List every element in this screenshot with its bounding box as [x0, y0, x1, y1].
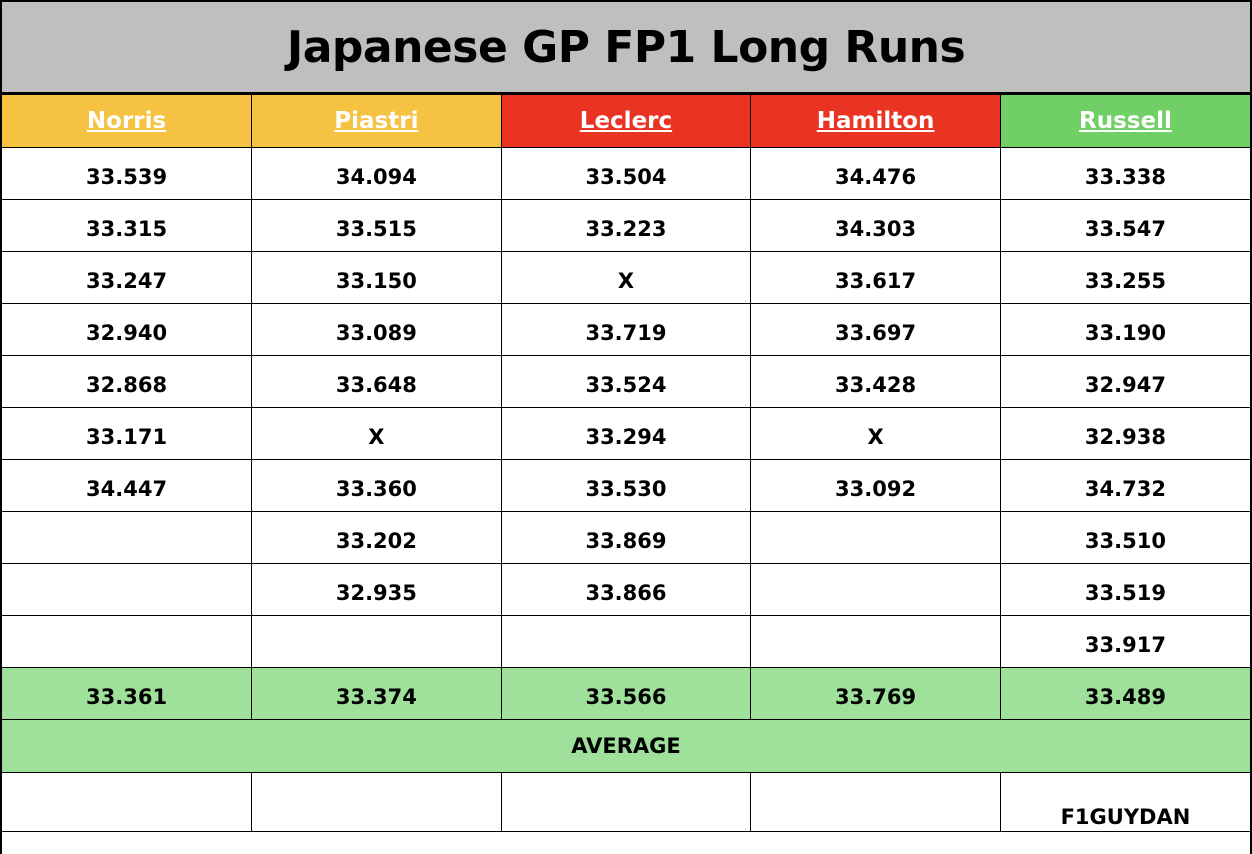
lap-time-cell: 34.447: [2, 459, 253, 512]
lap-time-cell: 32.868: [2, 355, 253, 408]
title-bar: Japanese GP FP1 Long Runs: [2, 2, 1250, 94]
lap-time-cell: 33.338: [999, 147, 1250, 200]
footer-row: F1GUYDAN: [2, 772, 1250, 832]
average-cell: 33.566: [500, 667, 752, 720]
lap-time-cell: 33.428: [750, 355, 1001, 408]
driver-header-norris: Norris: [2, 94, 253, 148]
driver-header-leclerc: Leclerc: [500, 94, 752, 148]
table-row: 33.315 33.515 33.223 34.303 33.547: [2, 199, 1250, 252]
driver-header-russell: Russell: [999, 94, 1250, 148]
lap-time-cell: 33.223: [500, 199, 752, 252]
table-row: 33.171 X 33.294 X 32.938: [2, 407, 1250, 460]
footer-cell: [251, 772, 502, 832]
lap-time-cell: 33.917: [999, 615, 1250, 668]
lap-time-cell: 33.247: [2, 251, 253, 304]
page-title: Japanese GP FP1 Long Runs: [286, 21, 966, 73]
lap-time-cell: 33.697: [750, 303, 1001, 356]
average-label-row: AVERAGE: [2, 719, 1250, 773]
driver-header-hamilton: Hamilton: [750, 94, 1001, 148]
author-credit: F1GUYDAN: [999, 772, 1250, 832]
lap-time-cell: 32.935: [251, 563, 502, 616]
average-cell: 33.374: [251, 667, 502, 720]
lap-time-cell: [750, 563, 1001, 616]
lap-time-cell: 33.530: [500, 459, 752, 512]
lap-times-table: Norris Piastri Leclerc Hamilton Russell …: [2, 94, 1250, 832]
average-label: AVERAGE: [2, 719, 1250, 773]
lap-time-cell: 33.510: [999, 511, 1250, 564]
lap-time-cell: 33.360: [251, 459, 502, 512]
driver-header-row: Norris Piastri Leclerc Hamilton Russell: [2, 94, 1250, 148]
lap-time-cell: 33.719: [500, 303, 752, 356]
footer-cell: [750, 772, 1001, 832]
lap-time-cell: 32.938: [999, 407, 1250, 460]
lap-time-cell: 32.947: [999, 355, 1250, 408]
lap-time-cell: [750, 615, 1001, 668]
lap-time-cell: 34.094: [251, 147, 502, 200]
lap-time-cell: [2, 511, 253, 564]
lap-time-cell: 33.519: [999, 563, 1250, 616]
lap-time-cell: 33.869: [500, 511, 752, 564]
average-cell: 33.769: [750, 667, 1001, 720]
footer-cell: [500, 772, 752, 832]
lap-time-cell: 33.547: [999, 199, 1250, 252]
table-row: 33.917: [2, 615, 1250, 668]
lap-time-cell: 33.092: [750, 459, 1001, 512]
lap-time-cell: [500, 615, 752, 668]
driver-header-piastri: Piastri: [251, 94, 502, 148]
lap-time-cell: 33.202: [251, 511, 502, 564]
lap-time-cell: X: [500, 251, 752, 304]
lap-time-cell: X: [750, 407, 1001, 460]
lap-time-cell: 33.171: [2, 407, 253, 460]
lap-time-cell: 33.315: [2, 199, 253, 252]
lap-time-cell: [2, 615, 253, 668]
lap-time-cell: 33.504: [500, 147, 752, 200]
table-row: 33.539 34.094 33.504 34.476 33.338: [2, 147, 1250, 200]
lap-time-cell: 33.617: [750, 251, 1001, 304]
lap-time-cell: 33.190: [999, 303, 1250, 356]
lap-time-cell: X: [251, 407, 502, 460]
lap-time-cell: 33.524: [500, 355, 752, 408]
lap-time-cell: 33.294: [500, 407, 752, 460]
lap-time-cell: 33.866: [500, 563, 752, 616]
lap-time-cell: 33.648: [251, 355, 502, 408]
lap-time-cell: 33.255: [999, 251, 1250, 304]
lap-time-cell: [750, 511, 1001, 564]
lap-time-cell: 33.539: [2, 147, 253, 200]
table-row: 33.202 33.869 33.510: [2, 511, 1250, 564]
lap-time-cell: 32.940: [2, 303, 253, 356]
table-row: 33.247 33.150 X 33.617 33.255: [2, 251, 1250, 304]
lap-time-cell: 34.303: [750, 199, 1001, 252]
lap-time-cell: 33.089: [251, 303, 502, 356]
average-cell: 33.489: [999, 667, 1250, 720]
table-row: 34.447 33.360 33.530 33.092 34.732: [2, 459, 1250, 512]
lap-time-cell: [2, 563, 253, 616]
table-row: 32.868 33.648 33.524 33.428 32.947: [2, 355, 1250, 408]
lap-time-cell: 34.732: [999, 459, 1250, 512]
lap-time-cell: [251, 615, 502, 668]
average-row: 33.361 33.374 33.566 33.769 33.489: [2, 667, 1250, 720]
lap-time-cell: 33.150: [251, 251, 502, 304]
table-row: 32.935 33.866 33.519: [2, 563, 1250, 616]
table-row: 32.940 33.089 33.719 33.697 33.190: [2, 303, 1250, 356]
lap-time-cell: 34.476: [750, 147, 1001, 200]
average-cell: 33.361: [2, 667, 253, 720]
footer-cell: [2, 772, 253, 832]
lap-time-cell: 33.515: [251, 199, 502, 252]
